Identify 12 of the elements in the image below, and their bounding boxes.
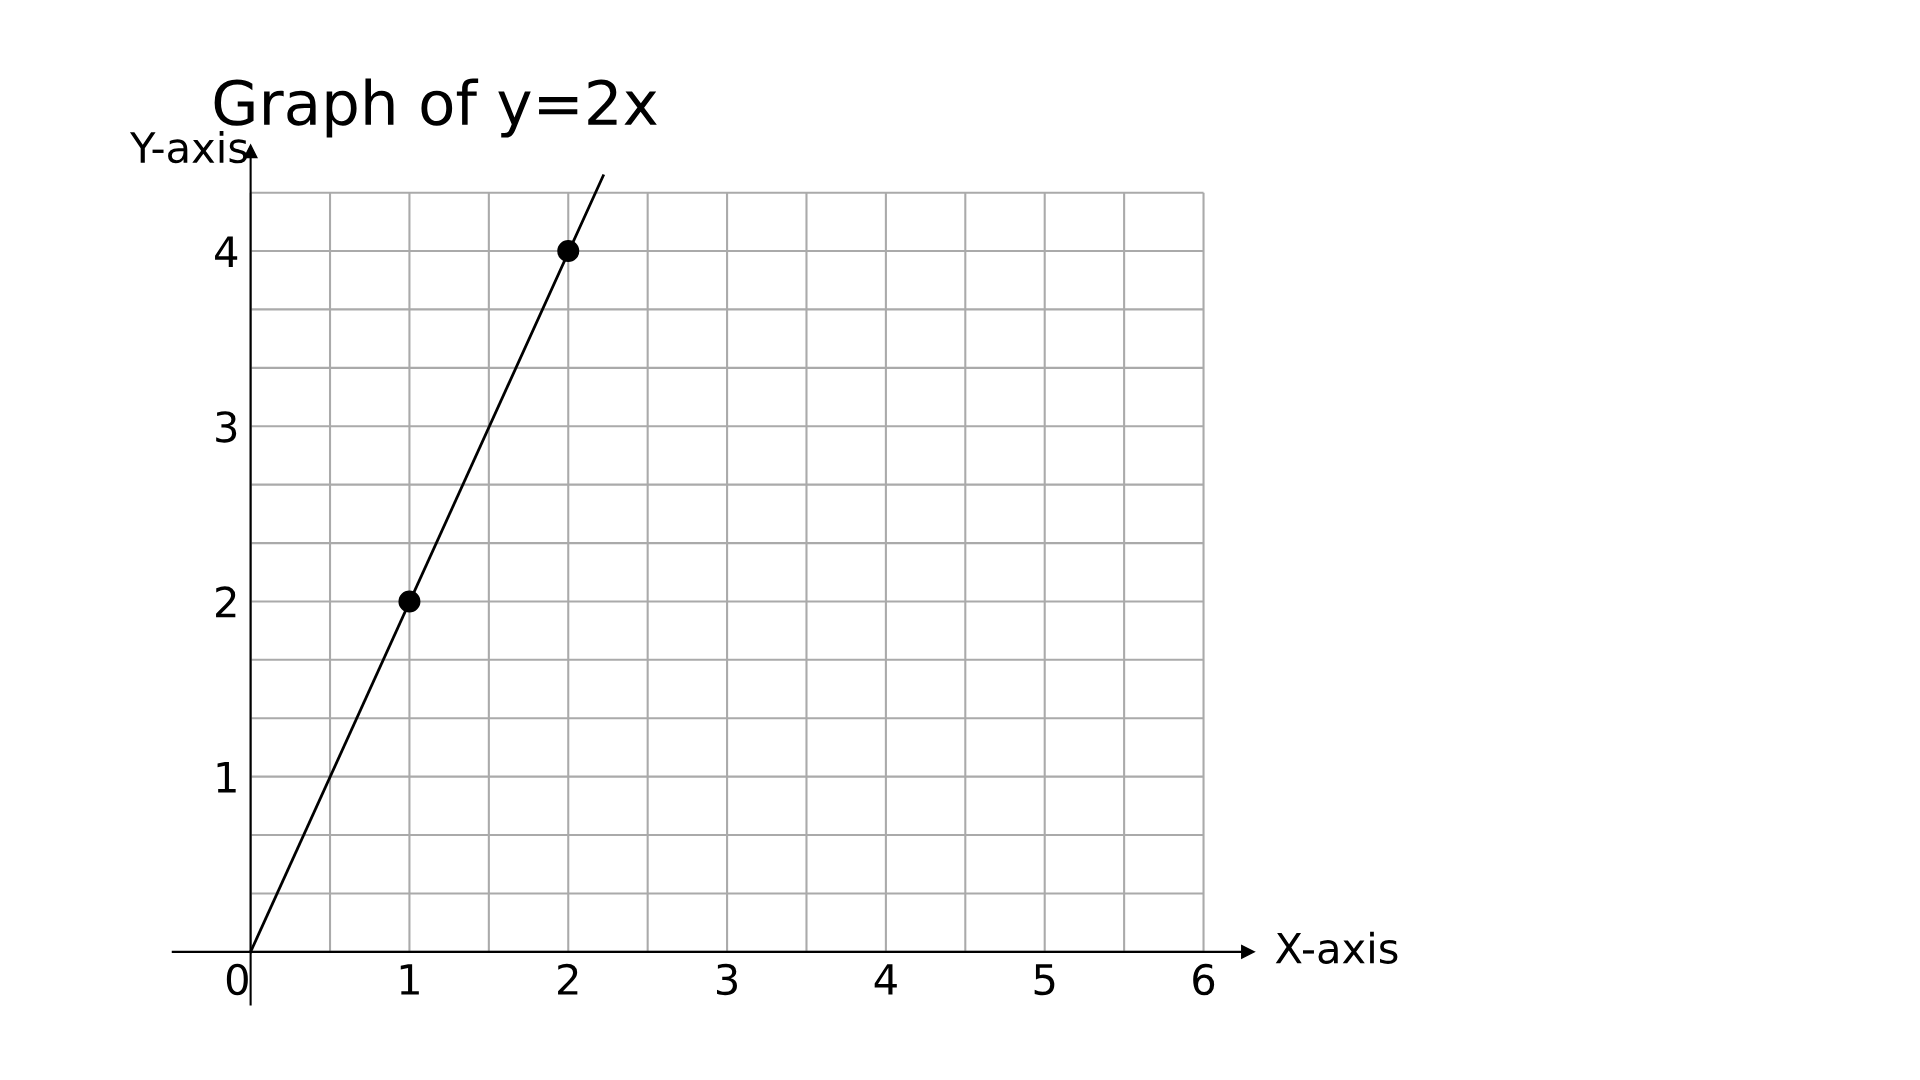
x-tick-label: 2 — [558, 963, 578, 995]
x-axis-title: X-axis — [1275, 931, 1398, 964]
y-tick-label: 4 — [215, 236, 238, 267]
x-tick-label: 4 — [874, 964, 897, 995]
x-tick-label: 3 — [717, 963, 737, 996]
x-tick-label: 1 — [400, 964, 419, 995]
y-tick-label: 2 — [216, 586, 236, 618]
y-tick-label: 1 — [217, 762, 236, 793]
x-tick-label: 6 — [1193, 963, 1215, 996]
x-tick-label: 5 — [1034, 964, 1055, 996]
y-tick-label: 3 — [216, 411, 237, 443]
x-tick-label: 0 — [226, 963, 248, 996]
